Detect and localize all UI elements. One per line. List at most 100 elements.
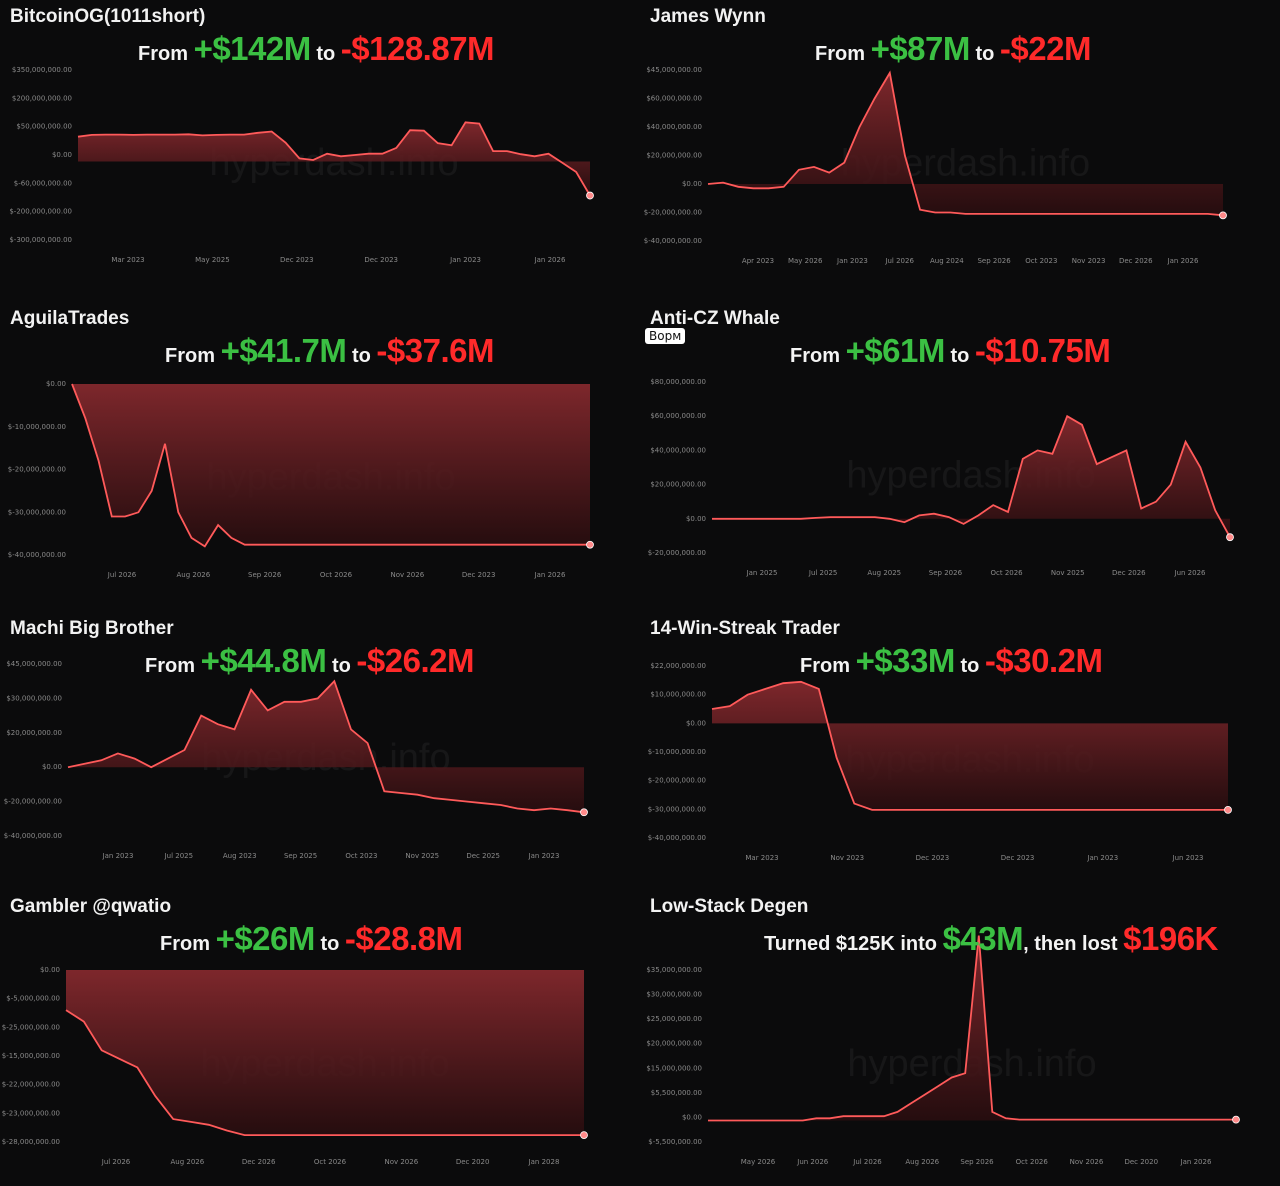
y-tick-label: $20,000,000.00: [6, 729, 62, 737]
y-tick-label: $35,000,000.00: [646, 966, 702, 974]
x-tick-label: Nov 2026: [390, 571, 424, 579]
headline-connector: to: [331, 655, 351, 677]
y-tick-label: $30,000,000.00: [6, 694, 62, 702]
x-tick-label: Dec 2020: [1124, 1158, 1158, 1166]
end-point-marker: [1226, 533, 1234, 542]
y-tick-label: $60,000,000.00: [646, 95, 702, 103]
x-tick-label: Jan 2023: [1086, 854, 1118, 862]
y-tick-label: $40,000,000.00: [650, 446, 706, 454]
headline-prefix: From: [790, 345, 840, 367]
pnl-headline: From +$142M to -$128.87M: [138, 30, 495, 68]
x-tick-label: Aug 2025: [867, 569, 901, 577]
x-tick-label: Jan 2023: [102, 852, 134, 860]
y-tick-label: $-40,000,000.00: [644, 237, 702, 245]
pnl-chart: hyperdash.info$0.00$-5,000,000.00$-25,00…: [2, 966, 588, 1166]
pnl-chart: hyperdash.info$45,000,000.00$30,000,000.…: [4, 660, 588, 860]
y-tick-label: $-5,000,000.00: [6, 995, 60, 1003]
pnl-headline: From +$41.7M to -$37.6M: [165, 332, 494, 370]
panel-title: Machi Big Brother: [10, 618, 174, 639]
x-tick-label: Dec 2023: [280, 256, 314, 264]
y-tick-label: $5,500,000.00: [651, 1089, 702, 1097]
pnl-line: [67, 679, 585, 814]
x-tick-label: Nov 2026: [1070, 1158, 1104, 1166]
x-tick-label: May 2025: [195, 256, 230, 264]
pnl-line: [71, 383, 590, 548]
headline-connector: to: [320, 933, 340, 955]
y-tick-label: $80,000,000.00: [650, 378, 706, 386]
headline-connector: to: [975, 43, 995, 65]
end-point-marker: [1219, 211, 1227, 220]
chart-panel: hyperdash.info$0.00$-10,000,000.00$-20,0…: [0, 302, 640, 598]
x-tick-label: Nov 2026: [384, 1158, 418, 1166]
headline-from-value: +$44.8M: [200, 642, 327, 679]
headline-connector: to: [950, 345, 970, 367]
pnl-area: [712, 681, 1228, 810]
x-tick-label: Jan 2026: [534, 571, 566, 579]
x-tick-label: Sep 2026: [248, 571, 282, 579]
x-tick-label: Nov 2025: [1051, 569, 1085, 577]
y-tick-label: $40,000,000.00: [646, 123, 702, 131]
headline-to-value: -$10.75M: [974, 332, 1111, 369]
x-tick-label: Aug 2026: [170, 1158, 204, 1166]
x-tick-label: Aug 2023: [223, 852, 257, 860]
pnl-chart: hyperdash.info$80,000,000.00$60,000,000.…: [648, 378, 1234, 577]
end-point-marker: [1232, 1115, 1240, 1124]
end-point-marker: [580, 1131, 588, 1140]
y-tick-label: $-28,000,000.00: [2, 1138, 60, 1146]
y-tick-label: $25,000,000.00: [646, 1015, 702, 1023]
x-tick-label: Dec 2020: [456, 1158, 490, 1166]
y-tick-label: $-5,500,000.00: [648, 1138, 702, 1146]
x-tick-label: Dec 2023: [462, 571, 496, 579]
headline-connector: to: [316, 43, 336, 65]
pnl-line: [77, 121, 591, 196]
y-tick-label: $200,000,000.00: [12, 94, 72, 102]
overlay-badge[interactable]: Ворм: [645, 328, 686, 344]
headline-from-value: $43M: [942, 920, 1024, 957]
x-tick-label: Aug 2026: [176, 571, 210, 579]
panel-title: BitcoinOG(1011short): [10, 6, 206, 27]
y-tick-label: $0.00: [52, 151, 72, 159]
x-tick-label: Jul 2025: [808, 569, 838, 577]
x-tick-label: Aug 2024: [930, 257, 964, 265]
pnl-line: [711, 680, 1228, 811]
pnl-area: [72, 384, 590, 547]
x-tick-label: Apr 2023: [742, 257, 774, 265]
end-point-marker: [1224, 806, 1232, 814]
x-tick-label: Dec 2026: [1119, 257, 1153, 265]
headline-prefix: From: [145, 655, 195, 677]
x-tick-label: Jan 2026: [534, 256, 566, 264]
y-tick-label: $-23,000,000.00: [2, 1109, 60, 1117]
headline-prefix: From: [165, 345, 215, 367]
y-tick-label: $-20,000,000.00: [8, 466, 66, 474]
y-tick-label: $-10,000,000.00: [8, 423, 66, 431]
x-tick-label: Dec 2023: [916, 854, 950, 862]
x-tick-label: Oct 2026: [990, 569, 1023, 577]
x-tick-label: Jan 2023: [528, 852, 560, 860]
x-tick-label: Dec 2026: [242, 1158, 276, 1166]
y-tick-label: $-22,000,000.00: [2, 1081, 60, 1089]
y-tick-label: $22,000,000.00: [650, 662, 706, 670]
pnl-area: [66, 970, 584, 1136]
pnl-line: [708, 935, 1236, 1122]
x-tick-label: Jul 2026: [101, 1158, 131, 1166]
chart-panel: hyperdash.info$45,000,000.00$30,000,000.…: [0, 612, 640, 908]
chart-panel: hyperdash.info $45,000,000.00 $60,000,000.…: [640, 0, 1280, 296]
y-tick-label: $-20,000,000.00: [4, 798, 62, 806]
y-tick-label: $0.00: [682, 180, 702, 188]
panel-title: 14-Win-Streak Trader: [650, 618, 840, 639]
pnl-chart: hyperdash.info$350,000,000.00$200,000,00…: [9, 66, 594, 264]
headline-to-value: -$26.2M: [356, 642, 474, 679]
x-tick-label: Dec 2023: [1001, 854, 1035, 862]
x-tick-label: Nov 2023: [1072, 257, 1106, 265]
x-tick-label: Jan 2023: [449, 256, 481, 264]
pnl-area: [708, 72, 1223, 216]
x-tick-label: May 2026: [741, 1158, 776, 1166]
y-tick-label: $-25,000,000.00: [2, 1023, 60, 1031]
pnl-headline: Turned $125K into $43M, then lost $196K: [764, 920, 1218, 958]
x-tick-label: Jun 2026: [796, 1158, 829, 1166]
pnl-chart: hyperdash.info$35,000,000.00$30,000,000.…: [646, 935, 1240, 1166]
y-tick-label: $0.00: [40, 966, 60, 974]
headline-from-value: +$87M: [870, 30, 971, 67]
pnl-area: [78, 122, 590, 196]
y-tick-label: $-15,000,000.00: [2, 1052, 60, 1060]
